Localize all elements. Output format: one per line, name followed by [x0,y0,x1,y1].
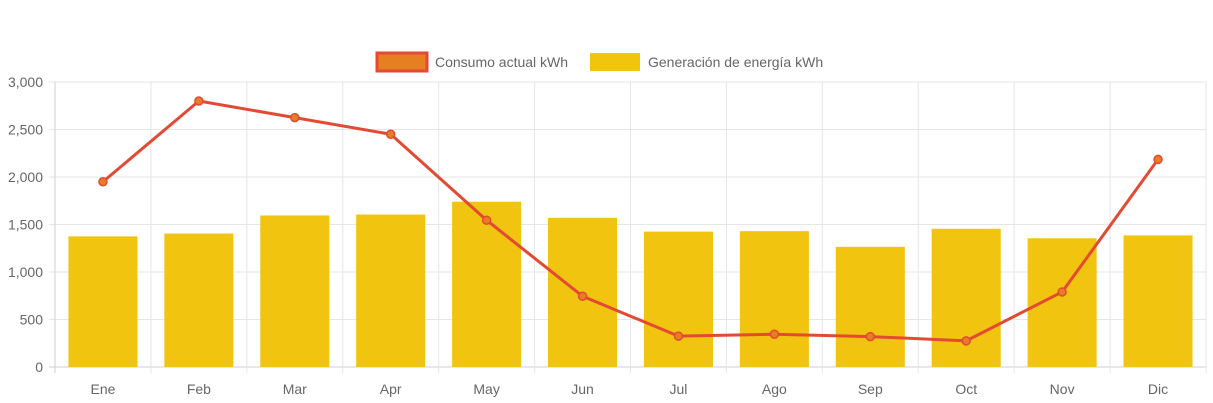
bar-generacion[interactable] [643,231,713,367]
line-layer [98,96,1163,346]
bar-generacion[interactable] [260,215,330,367]
y-tick-label: 2,500 [8,122,43,138]
bar-generacion[interactable] [931,228,1001,367]
x-tick-label: Sep [858,381,883,397]
point-consumo[interactable] [98,177,108,187]
point-consumo[interactable] [961,336,971,346]
y-tick-label: 3,000 [8,74,43,90]
y-tick-label: 0 [35,359,43,375]
bar-generacion[interactable] [164,233,234,367]
bar-generacion[interactable] [739,231,809,367]
grid-layer [49,81,1207,373]
x-tick-label: Dic [1148,381,1168,397]
x-tick-label: Ene [90,381,115,397]
bar-generacion[interactable] [356,214,426,367]
point-consumo[interactable] [1153,154,1163,165]
bar-generacion[interactable] [68,236,138,367]
legend-item-consumo[interactable]: Consumo actual kWh [375,51,568,73]
x-tick-label: Oct [955,381,977,397]
x-tick-label: Jul [670,381,688,397]
point-consumo[interactable] [673,331,684,341]
point-consumo[interactable] [194,96,204,106]
axis-layer: 0 500 1,000 1,500 2,000 2,500 3,000 Ene Feb Mar Ap… [8,74,1168,397]
x-tick-label: Feb [187,381,211,397]
point-consumo[interactable] [290,112,300,123]
point-consumo[interactable] [865,331,876,342]
point-consumo[interactable] [769,329,780,339]
x-tick-label: Ago [762,381,787,397]
legend: Consumo actual kWh Generación de energía… [375,51,823,73]
line-consumo [101,99,1160,343]
bar-generacion[interactable] [452,201,522,367]
bar-generacion[interactable] [1123,235,1193,367]
x-tick-label: May [473,381,499,397]
legend-swatch-consumo [375,51,429,73]
bar-generacion[interactable] [835,246,905,367]
x-tick-label: Mar [283,381,307,397]
x-tick-label: Apr [380,381,402,397]
x-tick-label: Jun [571,381,594,397]
y-tick-label: 500 [20,312,44,328]
point-consumo[interactable] [1057,287,1067,297]
point-consumo[interactable] [481,215,492,225]
legend-label-generacion: Generación de energía kWh [648,54,823,70]
y-tick-label: 1,500 [8,217,43,233]
x-tick-label: Nov [1050,381,1075,397]
y-tick-label: 1,000 [8,264,43,280]
y-tick-label: 2,000 [8,169,43,185]
legend-label-consumo: Consumo actual kWh [435,54,568,70]
legend-swatch-generacion [590,53,640,71]
point-consumo[interactable] [385,129,396,139]
point-consumo[interactable] [577,291,588,301]
legend-item-generacion[interactable]: Generación de energía kWh [590,53,823,71]
